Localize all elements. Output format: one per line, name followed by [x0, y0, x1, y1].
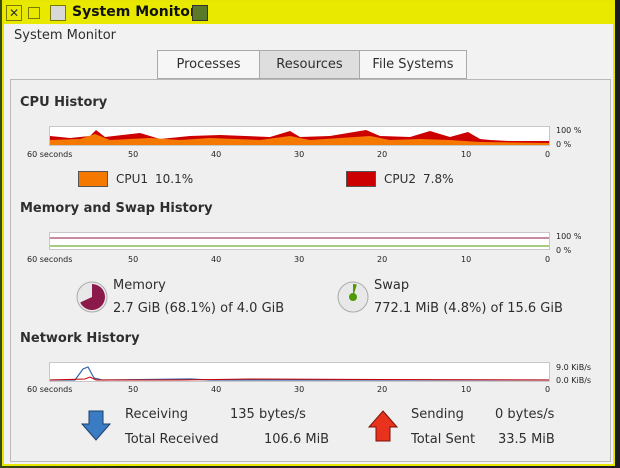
cpu1-value: 10.1% — [155, 172, 194, 186]
sending-arrow-icon[interactable] — [368, 410, 398, 442]
cpu1-color-button[interactable] — [78, 171, 108, 187]
close-icon[interactable]: ✕ — [6, 5, 22, 21]
tab-file-systems[interactable]: File Systems — [359, 50, 467, 79]
tab-bar: Processes Resources File Systems — [157, 50, 467, 79]
sending-label: Sending — [411, 407, 464, 422]
cpu-scale-top: 100 % — [556, 126, 582, 135]
resources-panel: CPU History 100 % 0 % 60 seconds 50 40 3… — [10, 79, 611, 462]
network-scale-top: 9.0 KiB/s — [556, 363, 592, 372]
tab-resources[interactable]: Resources — [259, 50, 360, 79]
receiving-label: Receiving — [125, 407, 189, 422]
time-label: 20 — [377, 385, 388, 394]
time-label: 50 — [128, 150, 139, 159]
receiving-arrow-icon[interactable] — [81, 410, 111, 442]
receiving-value: 135 bytes/s — [230, 407, 306, 422]
time-label: 60 seconds — [27, 255, 73, 264]
time-label: 50 — [128, 255, 139, 264]
cpu-history-title: CPU History — [20, 95, 108, 110]
time-label: 40 — [211, 255, 222, 264]
app-header: System Monitor — [14, 28, 117, 43]
time-label: 40 — [211, 385, 222, 394]
cpu-scale-bottom: 0 % — [556, 140, 572, 149]
memory-scale-top: 100 % — [556, 232, 582, 241]
network-history-graph — [49, 362, 550, 382]
time-label: 30 — [294, 255, 305, 264]
time-label: 60 seconds — [27, 385, 73, 394]
cpu1-label: CPU1 — [116, 172, 149, 186]
cpu2-label: CPU2 — [384, 172, 417, 186]
time-label: 30 — [294, 150, 305, 159]
total-sent-label: Total Sent — [411, 432, 476, 447]
time-label: 10 — [461, 150, 472, 159]
window-title: System Monitor — [72, 4, 197, 20]
memory-value: 2.7 GiB (68.1%) of 4.0 GiB — [113, 301, 285, 316]
cpu2-color-button[interactable] — [346, 171, 376, 187]
time-label: 20 — [377, 150, 388, 159]
cpu2-value: 7.8% — [423, 172, 454, 186]
network-history-title: Network History — [20, 331, 140, 346]
memory-history-title: Memory and Swap History — [20, 201, 213, 216]
time-label: 60 seconds — [27, 150, 73, 159]
time-label: 50 — [128, 385, 139, 394]
title-bar[interactable]: ✕ System Monitor — [4, 2, 613, 24]
time-label: 30 — [294, 385, 305, 394]
sending-value: 0 bytes/s — [495, 407, 555, 422]
total-sent-value: 33.5 MiB — [498, 432, 555, 447]
app-icon — [192, 5, 208, 21]
time-label: 0 — [545, 150, 551, 159]
network-scale-bottom: 0.0 KiB/s — [556, 376, 592, 385]
swap-label: Swap — [374, 278, 410, 293]
swap-value: 772.1 MiB (4.8%) of 15.6 GiB — [374, 301, 563, 316]
time-label: 0 — [545, 255, 551, 264]
swap-pie-icon[interactable] — [336, 280, 370, 314]
cpu-history-graph — [49, 126, 550, 146]
tab-processes[interactable]: Processes — [157, 50, 260, 79]
total-received-label: Total Received — [125, 432, 219, 447]
time-label: 0 — [545, 385, 551, 394]
minimize-icon[interactable] — [28, 7, 40, 19]
memory-scale-bottom: 0 % — [556, 246, 572, 255]
total-received-value: 106.6 MiB — [264, 432, 330, 447]
maximize-icon[interactable] — [50, 5, 66, 21]
time-label: 10 — [461, 255, 472, 264]
memory-pie-icon[interactable] — [75, 280, 109, 314]
time-label: 10 — [461, 385, 472, 394]
time-label: 40 — [211, 150, 222, 159]
memory-label: Memory — [113, 278, 166, 293]
memory-history-graph — [49, 232, 550, 250]
time-label: 20 — [377, 255, 388, 264]
